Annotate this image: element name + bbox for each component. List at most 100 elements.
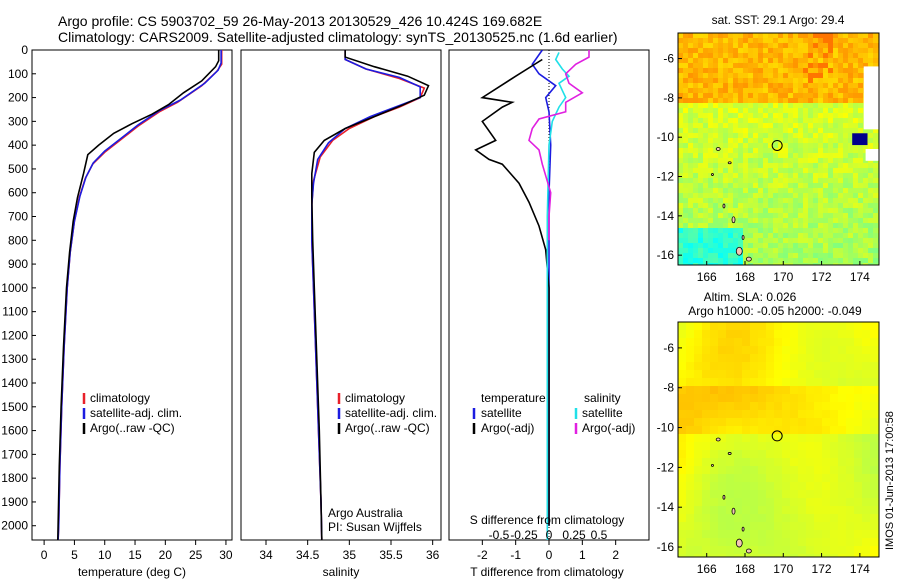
heatmap-cell <box>838 128 844 134</box>
heatmap-cell <box>728 143 734 149</box>
heatmap-cell <box>713 233 719 239</box>
heatmap-cell <box>718 490 727 499</box>
heatmap-cell <box>814 442 823 451</box>
heatmap-cell <box>830 530 839 539</box>
heatmap-cell <box>870 426 879 435</box>
heatmap-cell <box>686 354 695 363</box>
heatmap-cell <box>678 68 684 74</box>
heatmap-cell <box>723 198 729 204</box>
heatmap-cell <box>808 73 814 79</box>
heatmap-cell <box>758 173 764 179</box>
heatmap-cell <box>750 514 759 523</box>
heatmap-cell <box>793 158 799 164</box>
heatmap-cell <box>848 63 854 69</box>
heatmap-cell <box>773 193 779 199</box>
heatmap-cell <box>708 263 714 265</box>
heatmap-cell <box>738 98 744 104</box>
heatmap-cell <box>766 474 775 483</box>
heatmap-cell <box>726 362 735 371</box>
heatmap-cell <box>783 143 789 149</box>
heatmap-cell <box>778 193 784 199</box>
heatmap-cell <box>733 173 739 179</box>
heatmap-cell <box>726 434 735 443</box>
heatmap-cell <box>774 514 783 523</box>
heatmap-cell <box>703 63 709 69</box>
heatmap-cell <box>750 394 759 403</box>
heatmap-cell <box>790 506 799 515</box>
x-tick-label: 15 <box>128 548 142 562</box>
heatmap-cell <box>813 78 819 84</box>
series-line-3 <box>528 50 590 241</box>
heatmap-cell <box>758 143 764 149</box>
heatmap-cell <box>793 78 799 84</box>
heatmap-cell <box>843 123 849 129</box>
heatmap-cell <box>758 68 764 74</box>
heatmap-cell <box>718 442 727 451</box>
heatmap-cell <box>814 498 823 507</box>
heatmap-cell <box>868 253 874 259</box>
heatmap-cell <box>734 522 743 531</box>
heatmap-cell <box>733 53 739 59</box>
heatmap-cell <box>678 394 687 403</box>
heatmap-cell <box>698 53 704 59</box>
heatmap-cell <box>758 402 767 411</box>
heatmap-cell <box>783 113 789 119</box>
heatmap-cell <box>768 103 774 109</box>
heatmap-cell <box>846 402 855 411</box>
heatmap-cell <box>870 554 879 557</box>
heatmap-cell <box>858 168 864 174</box>
heatmap-cell <box>683 133 689 139</box>
heatmap-cell <box>763 133 769 139</box>
heatmap-cell <box>838 530 847 539</box>
heatmap-cell <box>683 203 689 209</box>
heatmap-cell <box>863 163 869 169</box>
heatmap-cell <box>828 243 834 249</box>
heatmap-cell <box>703 43 709 49</box>
heatmap-cell <box>738 203 744 209</box>
heatmap-cell <box>818 258 824 264</box>
heatmap-cell <box>758 58 764 64</box>
heatmap-cell <box>753 178 759 184</box>
heatmap-cell <box>838 263 844 265</box>
heatmap-cell <box>814 466 823 475</box>
heatmap-cell <box>823 138 829 144</box>
heatmap-cell <box>863 213 869 219</box>
heatmap-cell <box>808 198 814 204</box>
heatmap-cell <box>783 218 789 224</box>
heatmap-cell <box>758 238 764 244</box>
heatmap-cell <box>863 48 869 54</box>
heatmap-cell <box>843 113 849 119</box>
heatmap-cell <box>813 183 819 189</box>
heatmap-cell <box>734 330 743 339</box>
heatmap-cell <box>853 233 859 239</box>
heatmap-cell <box>750 338 759 347</box>
heatmap-cell <box>833 223 839 229</box>
heatmap-cell <box>693 243 699 249</box>
heatmap-cell <box>798 458 807 467</box>
heatmap-cell <box>758 263 764 265</box>
heatmap-cell <box>753 113 759 119</box>
heatmap-cell <box>723 168 729 174</box>
heatmap-cell <box>768 168 774 174</box>
heatmap-cell <box>854 554 863 557</box>
heatmap-cell <box>808 223 814 229</box>
heatmap-cell <box>693 263 699 265</box>
heatmap-cell <box>738 188 744 194</box>
heatmap-cell <box>686 338 695 347</box>
heatmap-cell <box>823 128 829 134</box>
heatmap-cell <box>828 163 834 169</box>
heatmap-cell <box>788 53 794 59</box>
heatmap-cell <box>843 173 849 179</box>
heatmap-cell <box>768 58 774 64</box>
heatmap-cell <box>843 53 849 59</box>
heatmap-cell <box>748 253 754 259</box>
heatmap-cell <box>838 93 844 99</box>
difference-x-label: T difference from climatology <box>470 565 624 579</box>
heatmap-cell <box>694 322 703 331</box>
heatmap-cell <box>862 554 871 557</box>
island <box>715 437 721 442</box>
heatmap-cell <box>758 378 767 387</box>
heatmap-cell <box>854 362 863 371</box>
heatmap-cell <box>782 370 791 379</box>
heatmap-cell <box>788 258 794 264</box>
